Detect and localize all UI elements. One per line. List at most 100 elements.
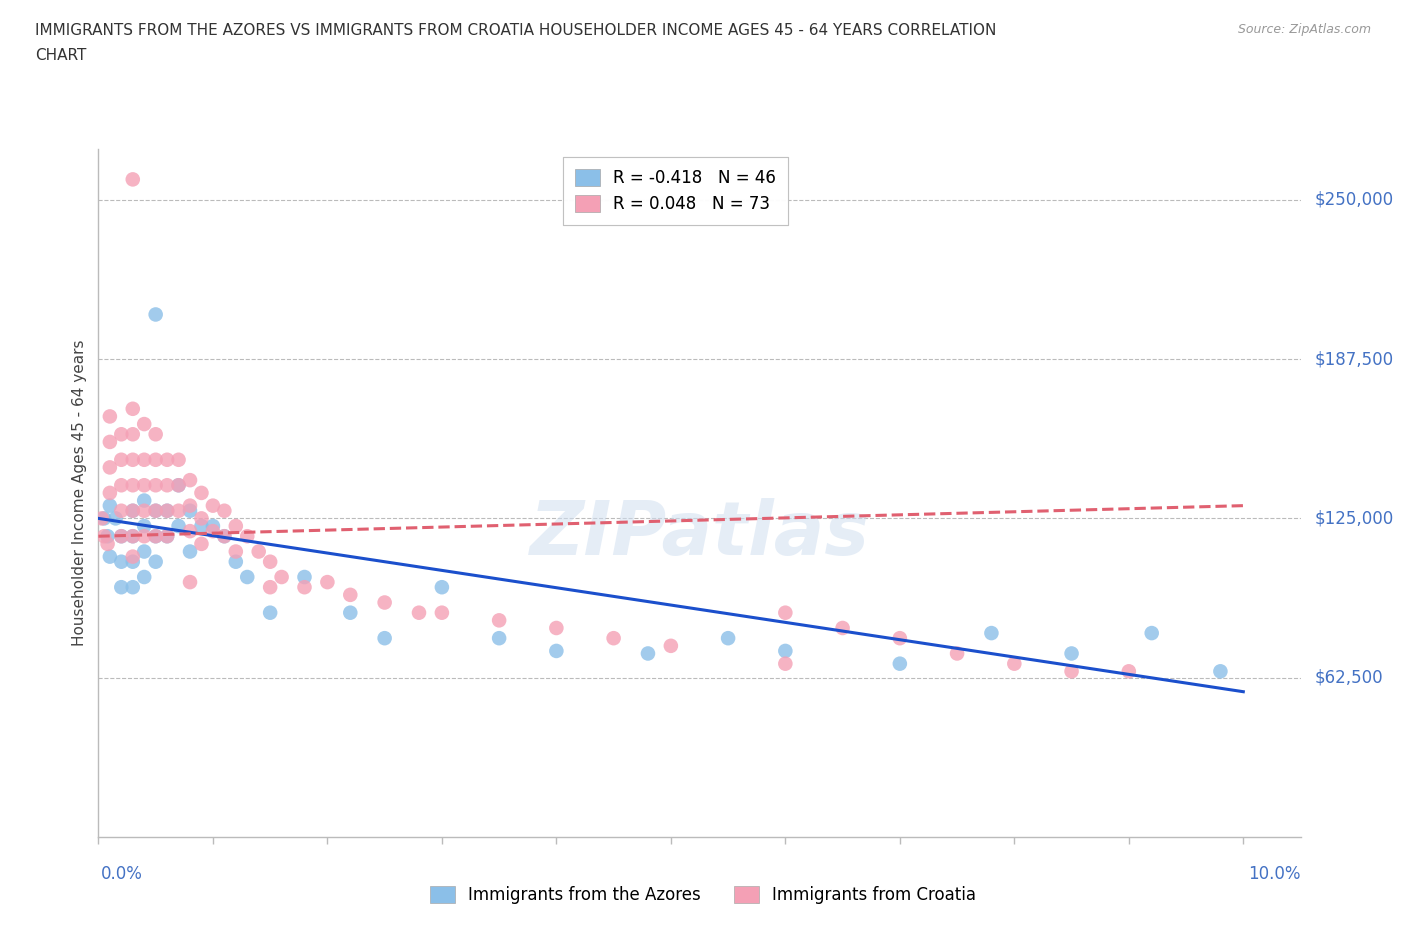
Point (110, 554, 132, 569)
Point (1209, 664, 1232, 679)
Point (145, 478, 167, 493)
Point (259, 554, 281, 569)
Point (201, 524, 224, 538)
Point (156, 503, 179, 518)
Point (374, 631, 396, 645)
Point (121, 503, 143, 518)
Point (546, 644, 568, 658)
Point (121, 554, 143, 569)
Point (339, 588, 361, 603)
Point (98, 460, 121, 475)
Point (179, 544, 201, 559)
Point (104, 511, 127, 525)
Text: 10.0%: 10.0% (1249, 865, 1301, 883)
Point (225, 554, 247, 569)
Point (156, 529, 179, 544)
Point (201, 519, 224, 534)
Point (110, 452, 132, 467)
Point (488, 631, 510, 645)
Point (717, 631, 740, 645)
Point (121, 550, 143, 565)
Point (270, 569, 292, 584)
Point (110, 529, 132, 544)
Point (121, 503, 143, 518)
Legend: R = -0.418   N = 46, R = 0.048   N = 73: R = -0.418 N = 46, R = 0.048 N = 73 (564, 157, 787, 225)
Point (156, 529, 179, 544)
Point (156, 452, 179, 467)
Point (225, 544, 247, 559)
Point (775, 644, 797, 658)
Text: IMMIGRANTS FROM THE AZORES VS IMMIGRANTS FROM CROATIA HOUSEHOLDER INCOME AGES 45: IMMIGRANTS FROM THE AZORES VS IMMIGRANTS… (35, 23, 997, 38)
Point (946, 646, 969, 661)
Text: $187,500: $187,500 (1315, 350, 1393, 368)
Point (121, 172, 143, 187)
Text: CHART: CHART (35, 48, 87, 63)
Text: $62,500: $62,500 (1315, 669, 1384, 686)
Point (167, 452, 190, 467)
Point (179, 503, 201, 518)
Point (98, 409, 121, 424)
Legend: Immigrants from the Azores, Immigrants from Croatia: Immigrants from the Azores, Immigrants f… (423, 879, 983, 910)
Point (190, 485, 212, 500)
Point (110, 478, 132, 493)
Point (121, 579, 143, 594)
Point (294, 569, 316, 584)
Point (134, 529, 156, 544)
Point (97, 529, 120, 544)
Point (659, 638, 682, 653)
Point (134, 544, 156, 559)
Point (134, 519, 156, 534)
Point (637, 646, 659, 661)
Point (190, 537, 212, 551)
Point (1060, 664, 1083, 679)
Point (98, 485, 121, 500)
Point (90, 511, 112, 525)
Point (156, 478, 179, 493)
Point (93, 511, 115, 525)
Point (236, 569, 259, 584)
Point (134, 569, 156, 584)
Point (121, 478, 143, 493)
Point (93, 529, 115, 544)
Point (179, 498, 201, 513)
Point (546, 620, 568, 635)
Point (214, 529, 236, 544)
Point (602, 631, 624, 645)
Point (145, 452, 167, 467)
Point (980, 626, 1002, 641)
Point (167, 478, 190, 493)
Point (190, 511, 212, 525)
Point (1002, 657, 1025, 671)
Point (259, 579, 281, 594)
Point (179, 575, 201, 590)
Point (259, 605, 281, 620)
Point (156, 503, 179, 518)
Point (247, 544, 270, 559)
Point (236, 529, 259, 544)
Text: Source: ZipAtlas.com: Source: ZipAtlas.com (1237, 23, 1371, 36)
Point (294, 579, 316, 594)
Point (145, 503, 167, 518)
Point (121, 529, 143, 544)
Point (98, 498, 121, 513)
Point (179, 472, 201, 487)
Point (97, 537, 120, 551)
Text: $250,000: $250,000 (1315, 191, 1393, 208)
Point (179, 524, 201, 538)
Point (134, 503, 156, 518)
Point (110, 579, 132, 594)
Point (145, 307, 167, 322)
Point (134, 478, 156, 493)
Point (190, 519, 212, 534)
Point (225, 519, 247, 534)
Point (145, 529, 167, 544)
Point (110, 427, 132, 442)
Point (430, 605, 453, 620)
Point (121, 402, 143, 417)
Point (110, 503, 132, 518)
Point (775, 605, 797, 620)
Point (1060, 646, 1083, 661)
Point (145, 427, 167, 442)
Point (145, 503, 167, 518)
Point (145, 529, 167, 544)
